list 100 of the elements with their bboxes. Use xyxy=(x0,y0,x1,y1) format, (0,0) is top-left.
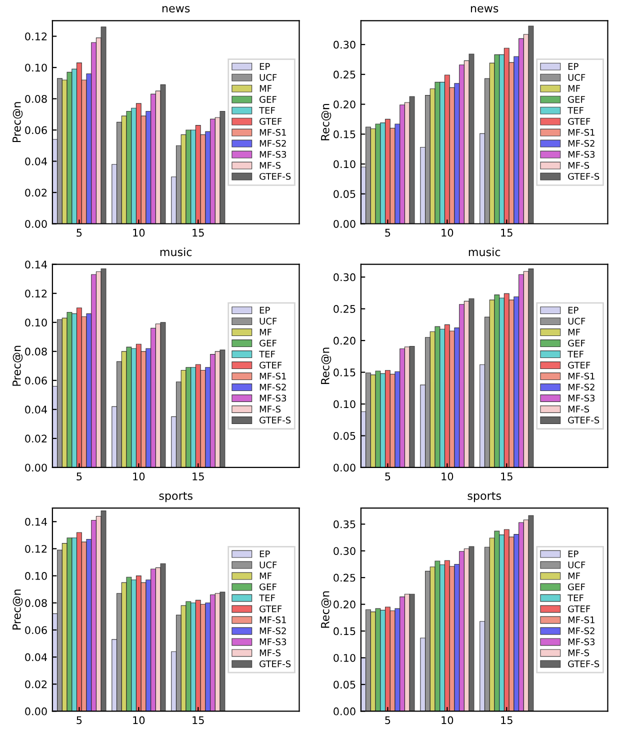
y-tick-label: 0.05 xyxy=(334,680,356,689)
legend-label: GTEF xyxy=(260,362,282,369)
y-tick-label: 0.10 xyxy=(334,160,356,168)
y-tick-label: 0.30 xyxy=(334,40,356,49)
x-tick-label: 15 xyxy=(192,716,204,724)
legend-label: MF-S xyxy=(260,649,281,656)
y-tick-label: 0.08 xyxy=(25,348,47,356)
chart-title: music xyxy=(468,248,500,256)
y-tick-label: 0.10 xyxy=(25,318,47,327)
legend-label: EP xyxy=(260,63,270,70)
legend-label: UCF xyxy=(260,74,277,81)
x-tick-label: 15 xyxy=(192,472,204,480)
legend-label: UCF xyxy=(260,318,277,325)
legend-label: EP xyxy=(568,63,578,70)
legend-label: MF-S3 xyxy=(568,638,595,646)
legend-label: MF xyxy=(568,328,580,336)
y-tick-label: 0.00 xyxy=(25,464,47,472)
x-tick-label: 5 xyxy=(76,472,82,480)
bar xyxy=(366,372,371,468)
legend-label: MF-S xyxy=(260,406,281,413)
legend-label: MF-S2 xyxy=(568,384,594,391)
legend-label: UCF xyxy=(568,74,586,81)
legend-label: TEF xyxy=(568,107,584,114)
legend-label: MF xyxy=(568,572,580,580)
legend-label: MF-S3 xyxy=(568,150,595,158)
y-tick-label: 0.30 xyxy=(334,273,356,282)
chart-title: news xyxy=(162,6,190,12)
legend-label: MF-S1 xyxy=(568,128,594,136)
legend-label: TEF xyxy=(568,594,584,602)
y-tick-label: 0.05 xyxy=(334,432,356,440)
x-tick-label: 5 xyxy=(76,228,82,237)
legend-label: EP xyxy=(260,306,270,314)
legend-label: GTEF xyxy=(260,605,282,612)
y-tick-label: 0.20 xyxy=(334,336,356,345)
y-tick-label: 0.00 xyxy=(25,707,47,716)
y-axis-title: Prec@n xyxy=(12,590,23,630)
legend-label: MF xyxy=(260,572,272,580)
x-tick-label: 15 xyxy=(501,716,512,724)
y-axis-title: Rec@n xyxy=(321,348,332,384)
legend-label: MF-S3 xyxy=(260,150,286,158)
y-tick-label: 0.02 xyxy=(25,188,47,197)
legend-label: MF-S1 xyxy=(260,616,286,624)
y-tick-label: 0.35 xyxy=(334,520,356,528)
legend-label: GEF xyxy=(260,340,276,347)
y-tick-label: 0.20 xyxy=(334,600,356,608)
y-tick-label: 0.14 xyxy=(25,260,47,268)
y-tick-label: 0.00 xyxy=(25,220,47,228)
y-axis-title: Rec@n xyxy=(321,104,332,140)
bar xyxy=(57,319,62,468)
legend-label: MF-S xyxy=(568,649,590,656)
x-tick-label: 10 xyxy=(133,472,145,480)
y-tick-label: 0.00 xyxy=(334,220,356,228)
bar xyxy=(366,609,371,712)
legend-label: GTEF-S xyxy=(260,172,291,180)
legend-label: MF-S2 xyxy=(260,384,286,391)
x-tick-label: 15 xyxy=(192,228,204,237)
chart-title: news xyxy=(470,6,498,12)
legend-label: GTEF-S xyxy=(260,416,291,424)
legend-label: GTEF xyxy=(260,118,282,125)
legend-label: MF xyxy=(260,328,272,336)
legend-label: TEF xyxy=(259,350,275,358)
y-tick-label: 0.06 xyxy=(25,126,47,134)
y-tick-label: 0.25 xyxy=(334,70,356,79)
y-tick-label: 0.06 xyxy=(25,626,47,634)
legend-label: GEF xyxy=(260,583,276,590)
legend-label: MF-S2 xyxy=(568,627,594,634)
legend-label: GTEF xyxy=(568,605,590,612)
legend-label: MF xyxy=(260,85,272,92)
legend-label: GTEF-S xyxy=(568,172,600,180)
y-tick-label: 0.15 xyxy=(334,130,356,138)
y-tick-label: 0.10 xyxy=(334,654,356,662)
legend-label: EP xyxy=(568,550,578,558)
legend-label: GEF xyxy=(568,96,585,103)
legend-label: MF-S xyxy=(568,406,590,413)
x-tick-label: 5 xyxy=(385,228,390,237)
x-tick-label: 15 xyxy=(501,472,512,480)
legend-label: GTEF xyxy=(568,118,590,125)
y-tick-label: 0.08 xyxy=(25,599,47,607)
legend-label: MF-S2 xyxy=(568,140,594,147)
y-tick-label: 0.05 xyxy=(334,190,356,198)
y-axis-title: Rec@n xyxy=(321,591,332,628)
x-tick-label: 10 xyxy=(442,228,454,237)
y-tick-label: 0.04 xyxy=(25,406,47,414)
legend-label: MF-S1 xyxy=(568,372,594,380)
y-tick-label: 0.10 xyxy=(25,64,47,72)
x-tick-label: 5 xyxy=(385,472,390,480)
legend-label: UCF xyxy=(568,561,586,568)
chart-title: music xyxy=(160,248,192,256)
y-axis-title: Prec@n xyxy=(12,102,23,142)
y-tick-label: 0.04 xyxy=(25,653,47,662)
y-tick-label: 0.08 xyxy=(25,94,47,103)
y-tick-label: 0.00 xyxy=(334,464,356,472)
legend-label: GTEF-S xyxy=(568,416,600,424)
y-tick-label: 0.04 xyxy=(25,157,47,166)
legend-label: MF xyxy=(568,85,580,92)
legend-label: MF-S3 xyxy=(568,394,595,402)
x-tick-label: 5 xyxy=(76,716,82,724)
y-tick-label: 0.12 xyxy=(25,544,47,553)
legend-label: MF-S1 xyxy=(260,128,286,136)
legend-label: GTEF xyxy=(568,362,590,369)
